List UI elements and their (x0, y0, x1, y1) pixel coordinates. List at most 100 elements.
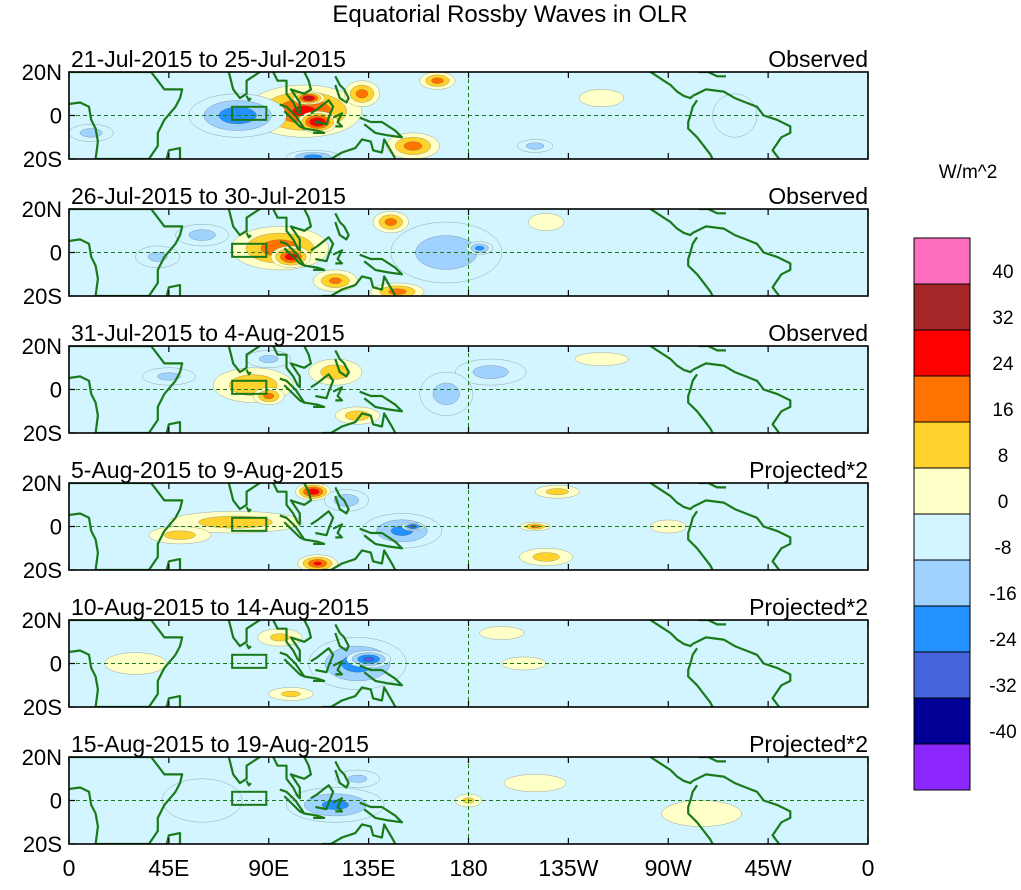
reference-box (231, 105, 268, 121)
lon-tick-label: 45W (744, 855, 792, 881)
coastline (687, 510, 714, 570)
coastline (304, 538, 326, 546)
coastline (681, 209, 726, 215)
panel-1: 20N 0 20S 21-Jul-2015 to 25-Jul-2015 Observe… (22, 46, 869, 172)
coastline (322, 138, 397, 159)
anomaly-4-3 (313, 561, 322, 566)
lat-tick-label: 20S (23, 695, 62, 720)
colorbar-level: 0 (998, 492, 1009, 513)
lon-tick-label: 45E (148, 855, 189, 881)
coastline (649, 209, 694, 237)
coastline (310, 784, 335, 811)
lat-tick-label: 20S (23, 284, 62, 309)
coastline (304, 812, 326, 820)
coastline (332, 523, 344, 539)
colorbar-swatch (913, 743, 971, 791)
colorbar: W/m^2 40 32 24 16 8 0 -8 -16 -24 -32 -40 (913, 162, 1017, 791)
coastline (322, 686, 397, 707)
coastline (245, 643, 252, 650)
lon-tick-label: 90E (248, 855, 289, 881)
coastline (681, 346, 726, 352)
anomaly-2-8 (188, 229, 216, 241)
coastline (687, 99, 714, 159)
coastline (304, 127, 326, 134)
coastline (687, 784, 714, 844)
lat-tick-label: 20S (23, 832, 62, 857)
colorbar-level: -16 (989, 584, 1016, 605)
coastline (69, 72, 184, 159)
anomaly-3-8 (157, 372, 181, 381)
coastline (681, 757, 726, 763)
panel-2: 20N 0 20S 26-Jul-2015 to 30-Jul-2015 Observe… (22, 183, 869, 309)
anomaly-3-6 (432, 382, 460, 405)
coastline (272, 209, 312, 252)
coastline (69, 757, 184, 844)
coastline (227, 346, 261, 374)
lat-tick-label: 20N (22, 197, 62, 222)
panel-label: Projected*2 (749, 457, 868, 483)
coastline (649, 72, 694, 100)
anomaly-3-9 (574, 352, 629, 366)
coastline (649, 483, 694, 511)
coastline (359, 390, 403, 413)
coastline (227, 620, 261, 648)
anomaly-4-10 (532, 552, 560, 562)
panel-5: 20N 0 20S 10-Aug-2015 to 14-Aug-2015 Project… (22, 594, 869, 720)
anomaly-4-4 (164, 530, 196, 540)
lat-tick-label: 0 (50, 515, 62, 540)
anomaly-4-8 (545, 488, 569, 496)
panel-6: 20N 0 20S 15-Aug-2015 to 19-Aug-2015 Project… (22, 731, 869, 857)
coastline (245, 232, 252, 239)
chart-title: Equatorial Rossby Waves in OLR (332, 1, 687, 28)
lon-tick-label: 135W (538, 855, 598, 881)
coastline (245, 95, 252, 102)
coastline (310, 510, 335, 537)
coastline (334, 349, 350, 378)
lon-tick-label: 135E (342, 855, 396, 881)
anomaly-3-7 (259, 355, 279, 363)
lat-tick-label: 20N (22, 60, 62, 85)
panel-period: 15-Aug-2015 to 19-Aug-2015 (71, 731, 369, 757)
colorbar-swatch (913, 329, 971, 377)
panel-period: 10-Aug-2015 to 14-Aug-2015 (71, 594, 369, 620)
reference-box (231, 790, 268, 806)
anomaly-2-4 (384, 218, 397, 226)
coastline (322, 275, 397, 296)
coastline (272, 620, 312, 663)
coastline (649, 620, 694, 648)
coastline (681, 72, 726, 78)
coastline (334, 212, 350, 241)
coastline (334, 486, 350, 515)
panel-label: Observed (768, 46, 868, 72)
anomaly-1-12 (579, 89, 625, 108)
colorbar-swatch (913, 467, 971, 515)
reference-box (231, 516, 268, 532)
coastline (310, 373, 335, 400)
coastline (359, 527, 403, 550)
colorbar-swatch (913, 375, 971, 423)
coastline (681, 483, 726, 489)
coastline (272, 483, 312, 526)
lat-tick-label: 20S (23, 558, 62, 583)
coastline (272, 346, 312, 389)
anomaly-2-6 (415, 235, 478, 270)
coastline (245, 780, 252, 787)
coastline (332, 249, 344, 265)
coastline (310, 647, 335, 674)
coastline (359, 801, 403, 824)
coastline (681, 620, 726, 626)
coastline (245, 369, 252, 376)
colorbar-level: 8 (998, 446, 1009, 467)
coastline (334, 623, 350, 652)
coastline (332, 660, 344, 676)
coastline (322, 412, 397, 433)
coastline (69, 620, 184, 707)
coastline (227, 72, 261, 100)
coastline (272, 757, 312, 800)
coastline (245, 506, 252, 513)
coastline (165, 284, 182, 296)
colorbar-level: -40 (989, 722, 1016, 743)
coastline (69, 209, 184, 296)
colorbar-level: -8 (995, 538, 1012, 559)
panel-period: 31-Jul-2015 to 4-Aug-2015 (71, 320, 345, 346)
